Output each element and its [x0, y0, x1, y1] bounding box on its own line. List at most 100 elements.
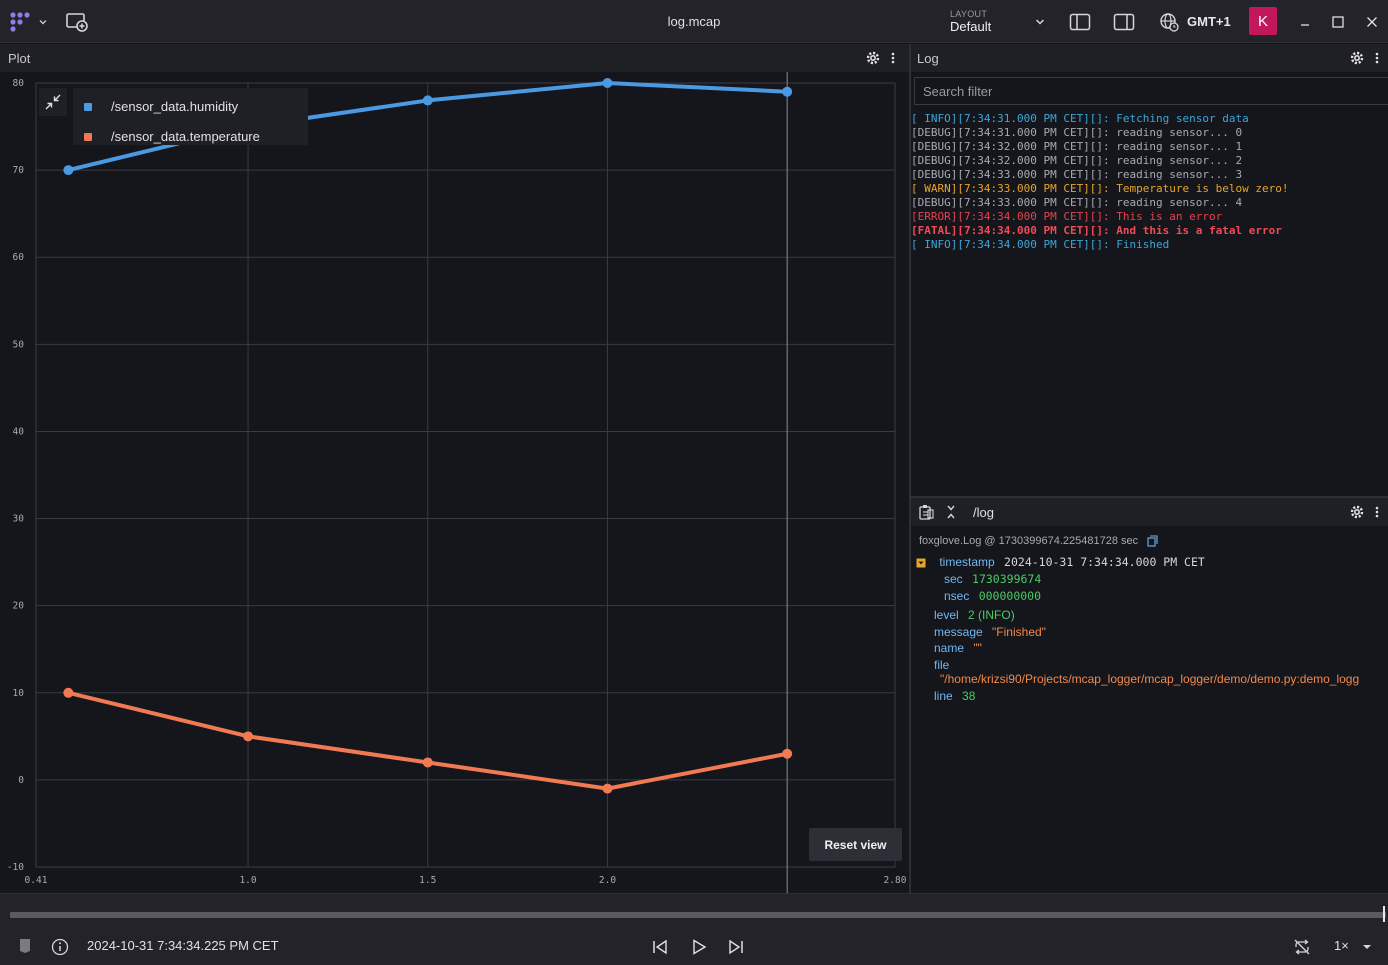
- field-timestamp[interactable]: timestamp 2024-10-31 7:34:34.000 PM CET: [916, 555, 1205, 569]
- plot-panel: Plot 80 70 60 50 40 30 20 10 0 -10 0.41 1.0 1.5 2.0 2.…: [0, 44, 909, 893]
- value-nsec: 000000000: [978, 589, 1042, 603]
- gear-icon[interactable]: [866, 51, 880, 65]
- data-point: [422, 95, 433, 106]
- gear-icon[interactable]: [1350, 505, 1364, 519]
- x-tick-label: 2.80: [884, 875, 907, 886]
- log-line: [DEBUG][7:34:32.000 PM CET][]: reading s…: [911, 140, 1243, 153]
- key-sec: sec: [944, 572, 963, 586]
- field-line: line 38: [934, 689, 975, 703]
- field-file: file: [934, 658, 949, 672]
- caret-down-icon[interactable]: [1362, 943, 1372, 951]
- timeline-playhead[interactable]: [1383, 906, 1385, 922]
- close-icon: [1365, 15, 1379, 29]
- log-panel: Log [ INFO][7:34:31.000 PM CET][]: Fetch…: [911, 44, 1388, 496]
- timeline-scrubber[interactable]: [10, 912, 1386, 918]
- log-line: [ INFO][7:34:34.000 PM CET][]: Finished: [911, 238, 1170, 251]
- copy-icon[interactable]: [1147, 535, 1158, 547]
- more-vertical-icon[interactable]: [1374, 51, 1380, 65]
- log-line: [FATAL][7:34:34.000 PM CET][]: And this …: [911, 224, 1282, 237]
- timezone-button[interactable]: GMT+1: [1159, 0, 1231, 43]
- loop-disabled-icon[interactable]: [1293, 938, 1311, 956]
- data-point: [63, 687, 74, 698]
- key-file: file: [934, 658, 950, 672]
- y-tick-label: 20: [13, 601, 25, 612]
- y-tick-label: 80: [13, 78, 25, 89]
- x-tick-label: 1.5: [419, 875, 436, 886]
- maximize-button[interactable]: [1331, 0, 1345, 43]
- minimize-button[interactable]: [1298, 0, 1312, 43]
- log-lines: [ INFO][7:34:31.000 PM CET][]: Fetching …: [911, 112, 1388, 252]
- gear-icon[interactable]: [1350, 51, 1364, 65]
- user-avatar[interactable]: K: [1249, 7, 1277, 35]
- plot-chart[interactable]: 80 70 60 50 40 30 20 10 0 -100.41 1.0 1.5 2.0 2.80: [0, 72, 909, 893]
- reset-view-button[interactable]: Reset view: [809, 828, 902, 861]
- value-file: "/home/krizsi90/Projects/mcap_logger/mca…: [940, 672, 1360, 686]
- skip-back-icon[interactable]: [651, 938, 669, 956]
- add-panel-button[interactable]: [65, 0, 89, 43]
- legend-label: /sensor_data.humidity: [111, 99, 239, 114]
- toggle-left-sidebar-button[interactable]: [1069, 0, 1091, 43]
- field-nsec: nsec 000000000: [944, 589, 1041, 603]
- legend-swatch: [84, 102, 92, 111]
- left-sidebar-icon: [1069, 13, 1091, 31]
- y-tick-label: 30: [13, 514, 25, 525]
- log-line: [ERROR][7:34:34.000 PM CET][]: This is a…: [911, 210, 1223, 223]
- layout-label: LAYOUT: [950, 9, 988, 19]
- right-sidebar-icon: [1113, 13, 1135, 31]
- panel-divider-horizontal[interactable]: [911, 496, 1388, 498]
- bookmark-icon[interactable]: [19, 938, 31, 954]
- more-vertical-icon[interactable]: [1374, 505, 1380, 519]
- log-line: [ WARN][7:34:33.000 PM CET][]: Temperatu…: [911, 182, 1289, 195]
- topic-path[interactable]: /log: [973, 505, 994, 520]
- add-panel-icon: [65, 11, 89, 33]
- key-timestamp: timestamp: [939, 555, 995, 569]
- data-point: [782, 748, 793, 759]
- foxglove-logo-icon: [8, 11, 34, 33]
- collapse-all-icon[interactable]: [946, 505, 956, 519]
- y-tick-label: 70: [13, 165, 25, 176]
- layout-selector[interactable]: LAYOUT Default: [940, 0, 1050, 43]
- skip-forward-icon[interactable]: [727, 938, 745, 956]
- log-line: [DEBUG][7:34:33.000 PM CET][]: reading s…: [911, 196, 1243, 209]
- y-tick-label: 50: [13, 339, 25, 350]
- y-tick-label: 10: [13, 688, 25, 699]
- y-tick-label: -10: [7, 862, 24, 873]
- value-message: "Finished": [992, 625, 1046, 639]
- collapse-legend-button[interactable]: [39, 88, 67, 116]
- data-point: [602, 783, 613, 794]
- value-line: 38: [962, 689, 976, 703]
- key-level: level: [934, 608, 959, 622]
- data-point: [422, 757, 433, 768]
- log-line: [DEBUG][7:34:31.000 PM CET][]: reading s…: [911, 126, 1243, 139]
- maximize-icon: [1331, 15, 1345, 29]
- log-line: [ INFO][7:34:31.000 PM CET][]: Fetching …: [911, 112, 1249, 125]
- raw-messages-panel: /log foxglove.Log @ 1730399674.225481728…: [911, 498, 1388, 893]
- playback-speed[interactable]: 1×: [1334, 938, 1349, 953]
- minimize-icon: [1298, 15, 1312, 29]
- key-message: message: [934, 625, 983, 639]
- log-line: [DEBUG][7:34:32.000 PM CET][]: reading s…: [911, 154, 1243, 167]
- expand-toggle-icon[interactable]: [916, 558, 926, 568]
- info-icon[interactable]: [51, 938, 69, 956]
- chevron-down-icon: [38, 17, 48, 27]
- plot-panel-header: Plot: [0, 44, 909, 72]
- y-tick-label: 40: [13, 426, 25, 437]
- legend-item-temperature[interactable]: /sensor_data.temperature: [84, 129, 260, 144]
- copy-clipboard-icon[interactable]: [918, 504, 934, 520]
- collapse-arrows-icon: [45, 94, 61, 110]
- more-vertical-icon[interactable]: [890, 51, 896, 65]
- app-menu-button[interactable]: [8, 0, 48, 43]
- timezone-label: GMT+1: [1187, 14, 1231, 29]
- plot-legend: /sensor_data.humidity /sensor_data.tempe…: [73, 88, 308, 145]
- data-point: [602, 78, 613, 88]
- field-name: name "": [934, 641, 982, 655]
- x-tick-label: 1.0: [239, 875, 256, 886]
- current-time[interactable]: 2024-10-31 7:34:34.225 PM CET: [87, 938, 279, 953]
- log-search-input[interactable]: [914, 77, 1388, 105]
- close-window-button[interactable]: [1365, 0, 1379, 43]
- key-nsec: nsec: [944, 589, 970, 603]
- legend-item-humidity[interactable]: /sensor_data.humidity: [84, 99, 238, 114]
- play-icon[interactable]: [690, 938, 708, 956]
- toggle-right-sidebar-button[interactable]: [1113, 0, 1135, 43]
- panel-divider-vertical[interactable]: [909, 44, 911, 893]
